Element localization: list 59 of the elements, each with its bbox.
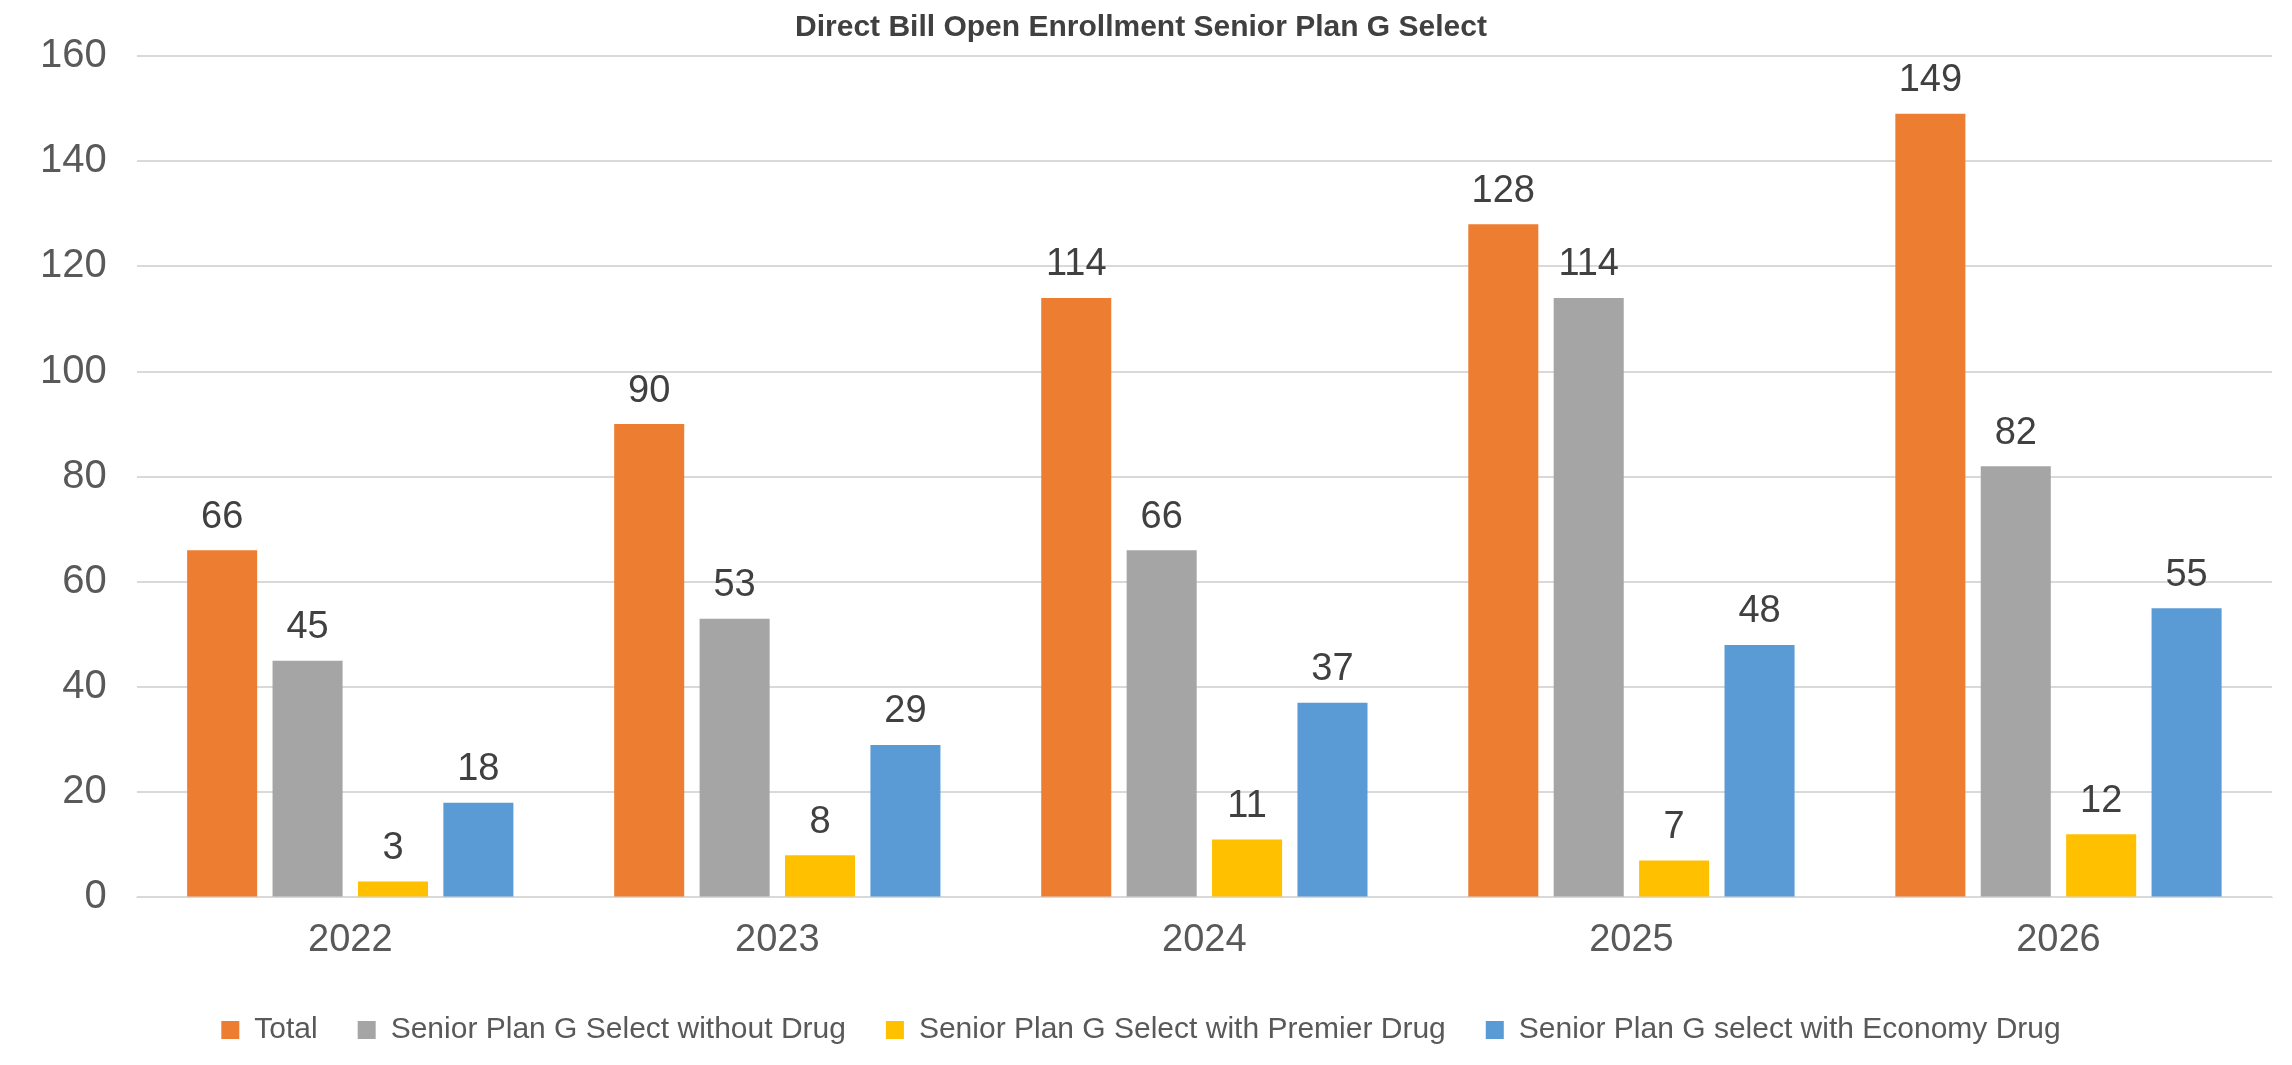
data-label: 3 — [382, 825, 404, 868]
data-label: 29 — [884, 688, 927, 731]
bar — [1126, 550, 1197, 897]
x-tick-label: 2024 — [1162, 916, 1247, 959]
legend-label: Total — [254, 1011, 318, 1045]
bar — [272, 660, 343, 897]
data-label: 7 — [1663, 804, 1685, 847]
bar — [2066, 834, 2137, 897]
bar — [1724, 644, 1795, 897]
data-label: 128 — [1471, 167, 1536, 210]
data-label: 114 — [1558, 241, 1620, 284]
data-label: 114 — [1045, 241, 1107, 284]
chart-title: Direct Bill Open Enrollment Senior Plan G Select — [795, 9, 1487, 43]
bar — [1639, 860, 1710, 897]
x-tick-label: 2022 — [307, 916, 393, 959]
bar — [1895, 113, 1966, 897]
y-tick-label: 80 — [62, 451, 107, 496]
y-tick-label: 160 — [39, 31, 107, 76]
data-label: 45 — [286, 604, 329, 647]
data-label: 90 — [628, 367, 671, 410]
y-tick-label: 120 — [39, 241, 107, 286]
data-label: 66 — [1140, 493, 1183, 536]
data-label: 12 — [2080, 777, 2123, 820]
bar — [1297, 702, 1368, 897]
legend-label: Senior Plan G Select with Premier Drug — [918, 1011, 1446, 1045]
bar — [614, 424, 685, 897]
bar — [2151, 608, 2222, 897]
bar — [357, 881, 428, 897]
data-label: 18 — [457, 746, 500, 789]
bar — [187, 550, 258, 897]
bar — [1553, 297, 1624, 897]
data-label: 55 — [2165, 551, 2208, 594]
legend-label: Senior Plan G Select without Drug — [390, 1011, 846, 1045]
y-tick-label: 20 — [62, 767, 107, 812]
x-tick-label: 2025 — [1589, 916, 1674, 959]
legend-label: Senior Plan G select with Economy Drug — [1518, 1011, 2061, 1045]
data-label: 48 — [1738, 588, 1781, 631]
data-label: 11 — [1227, 783, 1267, 826]
bar — [870, 744, 941, 897]
y-tick-label: 40 — [62, 662, 107, 707]
y-tick-label: 100 — [39, 346, 107, 391]
bar — [443, 802, 514, 897]
data-label: 66 — [201, 493, 244, 536]
data-label: 37 — [1311, 646, 1354, 689]
bar — [699, 618, 770, 897]
data-label: 82 — [1994, 409, 2037, 452]
bar — [1212, 839, 1283, 897]
bar — [1468, 224, 1539, 897]
bar — [785, 855, 856, 897]
y-tick-label: 0 — [84, 872, 107, 917]
data-label: 149 — [1898, 57, 1963, 100]
y-tick-label: 60 — [62, 556, 107, 601]
bar — [1980, 466, 2051, 897]
x-tick-label: 2026 — [2016, 916, 2101, 959]
x-tick-label: 2023 — [735, 916, 820, 959]
y-tick-label: 140 — [39, 136, 107, 181]
bar — [1041, 297, 1112, 897]
data-label: 53 — [713, 562, 756, 605]
data-label: 8 — [809, 798, 831, 841]
